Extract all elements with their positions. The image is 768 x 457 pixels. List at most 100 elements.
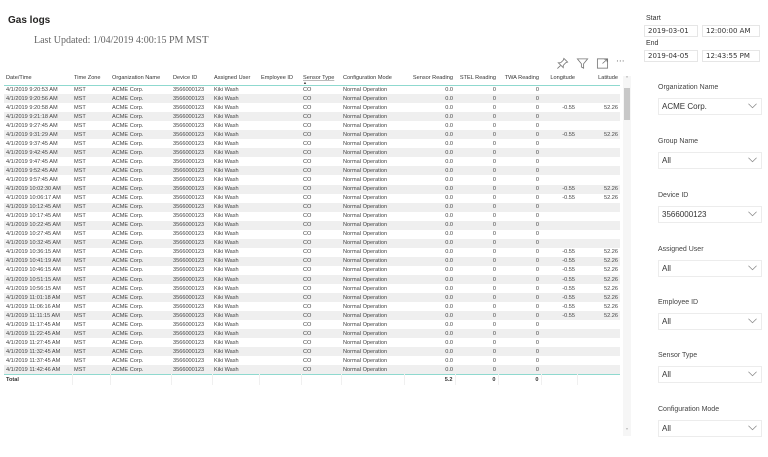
cell-user: Kiki Wash (212, 94, 259, 104)
table-row[interactable]: 4/1/2019 9:20:56 AM MST ACME Corp. 35660001… (4, 94, 620, 104)
table-row[interactable]: 4/1/2019 9:52:45 AM MST ACME Corp. 35660001… (4, 166, 620, 176)
end-label: End (646, 40, 659, 47)
column-header-sensor-reading[interactable]: Sensor Reading (412, 75, 453, 82)
scroll-up-chevron-icon[interactable]: ˄ (625, 76, 629, 83)
table-row[interactable]: 4/1/2019 10:32:45 AM MST ACME Corp. 3566000… (4, 238, 620, 248)
cell-user: Kiki Wash (212, 220, 259, 230)
focus-mode-icon[interactable] (596, 57, 609, 70)
column-header-organization-name[interactable]: Organization Name (112, 75, 161, 82)
table-row[interactable]: 4/1/2019 10:12:45 AM MST ACME Corp. 3566000… (4, 202, 620, 212)
column-header-sensor-type[interactable]: Sensor Type ▲ (301, 72, 341, 85)
start-date-input[interactable]: 2019-03-01 (644, 25, 698, 37)
table-row[interactable]: 4/1/2019 9:20:58 AM MST ACME Corp. 35660001… (4, 103, 620, 112)
table-row[interactable]: 4/1/2019 11:06:16 AM MST ACME Corp. 3566000… (4, 302, 620, 311)
column-header-datetime[interactable]: Date/Time (6, 75, 32, 82)
cell-lon: -0.55 (541, 256, 577, 266)
column-header-assigned-user[interactable]: Assigned User (214, 75, 251, 82)
cell-config: Normal Operation (341, 293, 404, 303)
dropdown-value: All (662, 264, 671, 273)
table-row[interactable]: 4/1/2019 9:42:45 AM MST ACME Corp. 35660001… (4, 148, 620, 158)
cell-sensor_type: CO (303, 86, 312, 93)
table-row[interactable]: 4/1/2019 10:41:19 AM MST ACME Corp. 3566000… (4, 256, 620, 266)
table-row[interactable]: 4/1/2019 11:42:46 AM MST ACME Corp. 3566000… (4, 365, 620, 375)
cell-datetime: 4/1/2019 10:41:19 AM (4, 256, 72, 266)
table-row[interactable]: 4/1/2019 9:47:45 AM MST ACME Corp. 35660001… (4, 157, 620, 166)
cell-timezone: MST (72, 256, 110, 266)
cell-sensor_reading: 0.0 (404, 220, 455, 230)
cell-twa: 0 (535, 104, 539, 111)
cell-config: Normal Operation (343, 249, 388, 256)
table-row[interactable]: 4/1/2019 10:46:15 AM MST ACME Corp. 3566000… (4, 266, 620, 275)
table-row[interactable]: 4/1/2019 9:21:18 AM MST ACME Corp. 35660001… (4, 112, 620, 122)
cell-org: ACME Corp. (112, 122, 144, 129)
cell-sensor_reading: 0.0 (445, 285, 453, 292)
scrollbar-thumb[interactable] (624, 88, 630, 120)
more-options-icon[interactable]: ··· (616, 56, 625, 67)
cell-sensor_type: CO (301, 220, 341, 230)
cell-device: 3566000123 (173, 321, 205, 328)
table-row[interactable]: 4/1/2019 10:36:15 AM MST ACME Corp. 3566000… (4, 248, 620, 257)
table-row[interactable]: 4/1/2019 10:51:15 AM MST ACME Corp. 3566000… (4, 274, 620, 285)
cell-twa: 0 (535, 158, 539, 165)
configuration-mode-dropdown[interactable]: All (658, 420, 762, 437)
table-row[interactable]: 4/1/2019 9:37:45 AM MST ACME Corp. 35660001… (4, 139, 620, 148)
column-header-employee-id[interactable]: Employee ID (261, 75, 294, 82)
table-row[interactable]: 4/1/2019 9:31:29 AM MST ACME Corp. 35660001… (4, 130, 620, 140)
table-row[interactable]: 4/1/2019 10:56:15 AM MST ACME Corp. 3566000… (4, 284, 620, 293)
table-row[interactable]: 4/1/2019 11:32:45 AM MST ACME Corp. 3566000… (4, 347, 620, 357)
cell-employee (259, 139, 301, 148)
pin-icon[interactable] (556, 57, 569, 70)
column-header-stel-reading[interactable]: STEL Reading (459, 75, 496, 82)
table-row[interactable]: 4/1/2019 11:22:45 AM MST ACME Corp. 3566000… (4, 329, 620, 339)
table-row[interactable]: 4/1/2019 11:17:45 AM MST ACME Corp. 3566000… (4, 320, 620, 329)
table-row[interactable]: 4/1/2019 10:06:17 AM MST ACME Corp. 3566000… (4, 194, 620, 203)
employee-id-dropdown[interactable]: All (658, 313, 762, 330)
device-id-dropdown[interactable]: 3566000123 (658, 206, 762, 223)
cell-lat: 52.26 (604, 303, 618, 310)
cell-org: ACME Corp. (112, 195, 144, 202)
cell-lon: -0.55 (562, 195, 575, 202)
column-header-latitude[interactable]: Latitude (598, 75, 618, 82)
cell-twa: 0 (498, 94, 541, 104)
cell-twa: 0 (498, 365, 541, 375)
cell-device: 3566000123 (173, 140, 205, 147)
column-header-longitude[interactable]: Longitude (550, 75, 575, 82)
table-row[interactable]: 4/1/2019 10:02:30 AM MST ACME Corp. 3566000… (4, 184, 620, 194)
cell-stel: 0 (455, 148, 498, 158)
table-row[interactable]: 4/1/2019 11:37:45 AM MST ACME Corp. 3566000… (4, 356, 620, 365)
table-row[interactable]: 4/1/2019 9:20:53 AM MST ACME Corp. 35660001… (4, 85, 620, 94)
dropdown-value: All (662, 156, 671, 165)
group-name-dropdown[interactable]: All (658, 152, 762, 169)
cell-device: 3566000123 (173, 213, 205, 220)
table-row[interactable]: 4/1/2019 11:27:45 AM MST ACME Corp. 3566000… (4, 338, 620, 347)
table-row[interactable]: 4/1/2019 10:17:45 AM MST ACME Corp. 3566000… (4, 212, 620, 221)
table-row[interactable]: 4/1/2019 11:11:15 AM MST ACME Corp. 3566000… (4, 311, 620, 321)
filter-icon[interactable] (576, 57, 589, 70)
sensor-type-dropdown[interactable]: All (658, 366, 762, 383)
cell-datetime: 4/1/2019 9:47:45 AM (6, 158, 58, 165)
scroll-down-chevron-icon[interactable]: ˅ (625, 428, 629, 435)
cell-sensor_reading: 0.0 (404, 365, 455, 375)
cell-config: Normal Operation (343, 231, 388, 238)
assigned-user-dropdown[interactable]: All (658, 260, 762, 277)
column-header-twa-reading[interactable]: TWA Reading (504, 75, 539, 82)
table-row[interactable]: 4/1/2019 9:27:45 AM MST ACME Corp. 35660001… (4, 121, 620, 130)
end-time-input[interactable]: 12:43:55 PM (702, 50, 760, 62)
column-header-configuration-mode[interactable]: Configuration Mode (343, 75, 392, 82)
end-date-input[interactable]: 2019-04-05 (644, 50, 698, 62)
column-header-device-id[interactable]: Device ID (173, 75, 198, 82)
table-row[interactable]: 4/1/2019 10:27:45 AM MST ACME Corp. 3566000… (4, 230, 620, 239)
organization-name-dropdown[interactable]: ACME Corp. (658, 98, 762, 115)
cell-org: ACME Corp. (110, 274, 171, 285)
slicer-label: Employee ID (658, 299, 699, 306)
start-time-input[interactable]: 12:00:00 AM (702, 25, 760, 37)
table-vertical-scrollbar[interactable]: ˄ ˅ (623, 76, 631, 436)
chevron-down-icon (748, 371, 757, 377)
column-header-timezone[interactable]: Time Zone (74, 75, 101, 82)
cell-lat (577, 220, 620, 230)
table-row[interactable]: 4/1/2019 11:01:18 AM MST ACME Corp. 3566000… (4, 293, 620, 303)
table-row[interactable]: 4/1/2019 10:22:45 AM MST ACME Corp. 3566000… (4, 220, 620, 230)
cell-lon (541, 148, 577, 158)
table-row[interactable]: 4/1/2019 9:57:45 AM MST ACME Corp. 35660001… (4, 175, 620, 184)
cell-lon (541, 320, 577, 329)
